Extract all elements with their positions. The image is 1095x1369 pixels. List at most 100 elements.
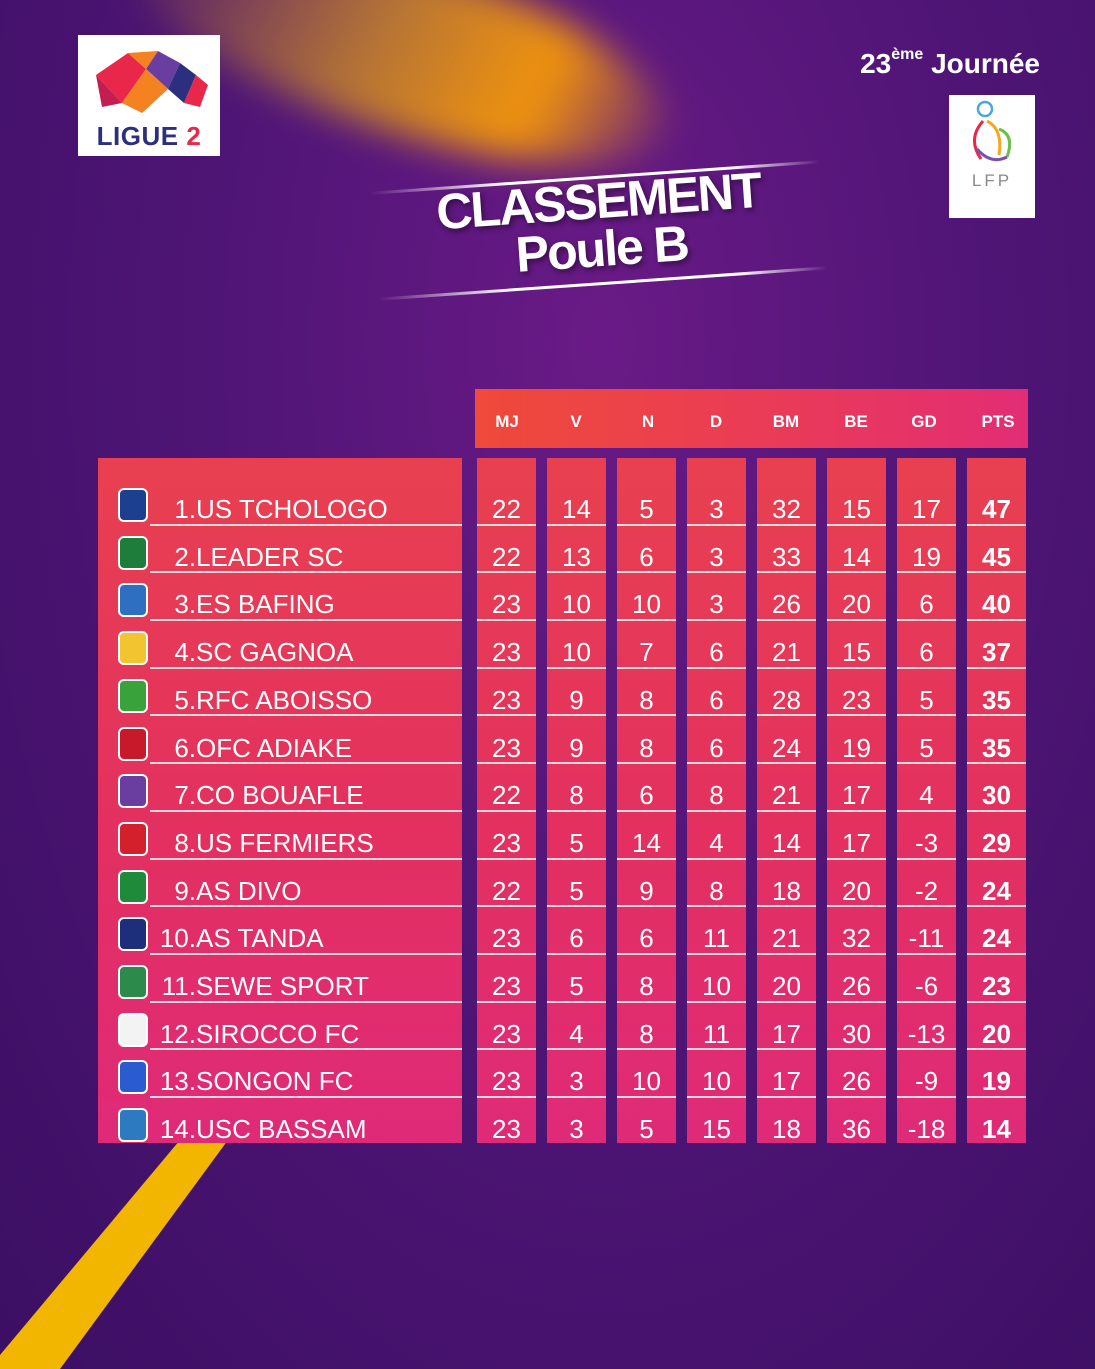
table-cell-row: 15 [827,621,886,669]
cell-gd: -11 [908,923,945,954]
cell-v: 10 [562,637,591,668]
cell-mj: 23 [492,1066,521,1097]
cell-be: 23 [842,684,871,715]
row-divider [687,619,746,622]
row-divider [757,523,816,526]
table-cell-row: 5 [617,478,676,526]
row-divider [757,666,816,669]
row-divider [827,905,886,908]
cell-be: 20 [842,589,871,620]
lfp-emblem-icon [973,100,1012,162]
row-divider [617,857,676,860]
team-crest-icon [118,774,148,809]
teams-column: 1. US TCHOLOGO 2. LEADER SC 3. ES BAFING 4.… [98,458,462,1144]
cell-pts: 19 [982,1066,1011,1097]
team-name: 4. SC GAGNOA [150,637,353,668]
row-divider [150,762,462,765]
cell-be: 26 [842,971,871,1001]
cell-bm: 14 [772,827,801,858]
header-be: BE [844,412,868,431]
cell-bm: 18 [772,875,801,906]
table-cell-row: 23 [477,1003,536,1051]
table-cell-row: -3 [897,812,956,860]
team-row: 8. US FERMIERS [98,812,462,860]
row-divider [757,762,816,765]
table-cell-row: 23 [477,1098,536,1146]
team-crest-icon [118,583,148,618]
table-cell-row: 23 [477,717,536,765]
row-divider [617,1048,676,1051]
table-cell-row: 8 [617,955,676,1003]
row-divider [967,1000,1026,1003]
cell-pts: 37 [982,637,1011,668]
table-cell-row: 8 [547,764,606,812]
team-crest-icon [118,1108,148,1143]
cell-be: 32 [842,923,871,954]
cell-v: 6 [569,923,584,954]
row-divider [687,857,746,860]
row-divider [967,809,1026,812]
column-n: 5 6 10 7 8 8 6 14 9 6 8 8 10 5 [617,458,676,1144]
table-cell-row: 3 [547,1050,606,1099]
table-cell-row: 18 [757,1098,816,1146]
team-row: 2. LEADER SC [98,526,462,574]
team-crest-icon [118,821,148,856]
cell-v: 5 [569,875,584,906]
row-divider [547,1000,606,1003]
table-cell-row: 26 [757,573,816,622]
row-divider [547,1048,606,1051]
row-divider [757,952,816,955]
cell-n: 6 [639,541,654,572]
row-divider [150,571,462,574]
row-divider [150,666,462,669]
cell-pts: 40 [982,589,1011,620]
header-pts: PTS [981,412,1015,431]
table-cell-row: 45 [967,526,1026,574]
table-cell-row: 6 [687,669,746,717]
row-divider [967,619,1026,622]
cell-bm: 33 [772,541,801,572]
cell-v: 5 [569,971,584,1001]
row-divider [477,762,536,765]
cell-v: 3 [569,1066,584,1097]
row-divider [827,571,886,574]
row-divider [757,619,816,622]
row-divider [617,1096,676,1099]
table-cell-row: 9 [617,860,676,908]
row-divider [967,952,1026,955]
table-cell-row: 24 [967,860,1026,908]
team-crest-icon [118,869,148,904]
table-cell-row: 23 [477,907,536,955]
table-cell-row: -18 [897,1098,956,1146]
table-cell-row: 6 [897,621,956,669]
header-bm: BM [772,412,800,431]
cell-gd: 19 [912,541,941,572]
team-title: AS DIVO [196,875,302,906]
table-cell-row: 10 [617,1050,676,1099]
table-cell-row: 14 [617,812,676,860]
table-cell-row: 3 [687,478,746,526]
table-cell-row: 22 [477,478,536,526]
row-divider [477,1000,536,1003]
table-cell-row: 23 [477,621,536,669]
row-divider [827,1000,886,1003]
cell-v: 9 [569,732,584,763]
team-rank: 10. [159,923,196,954]
cell-v: 8 [569,780,584,811]
table-cell-row: 14 [757,812,816,860]
cell-be: 30 [842,1018,871,1049]
row-divider [687,905,746,908]
header-mj: MJ [495,412,519,431]
row-divider [617,905,676,908]
table-cell-row: 20 [827,573,886,622]
cell-mj: 23 [492,1114,521,1145]
row-divider [547,666,606,669]
header-gd: GD [911,412,937,431]
table-cell-row: 11 [687,1003,746,1051]
cell-pts: 20 [982,1018,1011,1049]
table-cell-row: 35 [967,669,1026,717]
table-cell-row: 3 [687,573,746,622]
table-cell-row: 23 [477,1050,536,1099]
table-cell-row: 8 [617,669,676,717]
cell-d: 3 [709,541,724,572]
